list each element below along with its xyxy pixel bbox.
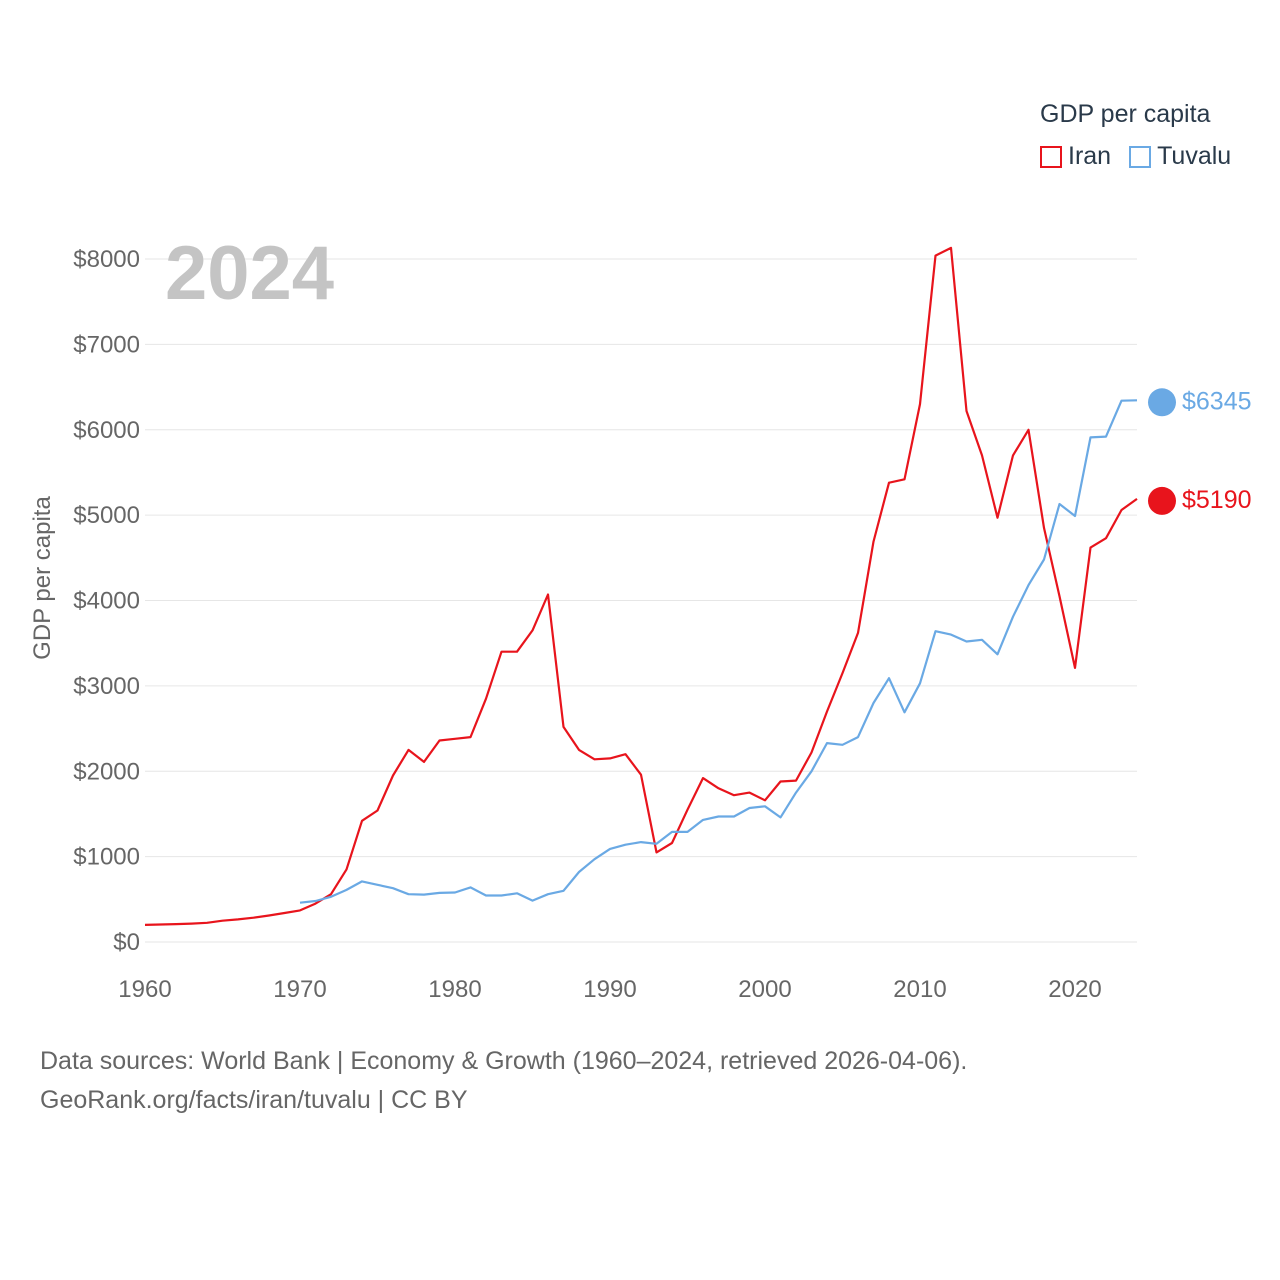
iran-flag-icon xyxy=(1148,486,1176,515)
footer-link[interactable]: GeoRank.org/facts/iran/tuvalu | CC BY xyxy=(40,1086,468,1114)
series-line-iran xyxy=(144,246,1138,926)
y-axis-ticks: $0 $1000 $2000 $3000 $4000 $5000 $6000 $7000 $80… xyxy=(73,246,140,956)
legend-label-tuvalu: Tuvalu xyxy=(1157,142,1232,170)
y-tick-label: $2000 xyxy=(73,758,140,785)
x-tick-label: 2010 xyxy=(893,976,946,1003)
legend-swatch-iran xyxy=(1040,145,1062,168)
y-axis-label: GDP per capita xyxy=(29,496,56,660)
legend-title: GDP per capita xyxy=(1040,100,1211,128)
series-line-tuvalu xyxy=(299,399,1138,904)
series-lines xyxy=(144,246,1138,926)
footer: Data sources: World Bank | Economy & Gro… xyxy=(40,1042,967,1120)
tuvalu-flag-icon xyxy=(1148,388,1176,417)
y-tick-label: $5000 xyxy=(73,502,140,529)
y-tick-label: $0 xyxy=(113,929,140,956)
y-tick-label: $3000 xyxy=(73,673,140,700)
gridlines xyxy=(145,258,1137,943)
series-end-labels: $5190 $6345 xyxy=(1148,387,1252,515)
x-tick-label: 1960 xyxy=(118,976,171,1003)
x-axis-ticks: 1960 1970 1980 1990 2000 2010 2020 xyxy=(118,976,1101,1003)
legend: Iran Tuvalu xyxy=(1040,142,1231,171)
x-tick-label: 1970 xyxy=(273,976,326,1003)
x-tick-label: 1990 xyxy=(583,976,636,1003)
y-tick-label: $6000 xyxy=(73,417,140,444)
legend-item-iran[interactable]: Iran xyxy=(1040,142,1111,171)
y-tick-label: $7000 xyxy=(73,331,140,358)
y-tick-label: $8000 xyxy=(73,246,140,273)
end-label-iran: $5190 xyxy=(1182,486,1252,514)
footer-sources: Data sources: World Bank | Economy & Gro… xyxy=(40,1047,968,1075)
x-tick-label: 1980 xyxy=(428,976,481,1003)
year-display: 2024 xyxy=(165,231,334,316)
y-tick-label: $4000 xyxy=(73,588,140,615)
legend-label-iran: Iran xyxy=(1068,142,1112,170)
end-label-tuvalu: $6345 xyxy=(1182,387,1252,415)
legend-item-tuvalu[interactable]: Tuvalu xyxy=(1129,142,1231,171)
x-tick-label: 2020 xyxy=(1048,976,1101,1003)
y-tick-label: $1000 xyxy=(73,844,140,871)
legend-swatch-tuvalu xyxy=(1129,145,1152,168)
x-tick-label: 2000 xyxy=(738,976,791,1003)
